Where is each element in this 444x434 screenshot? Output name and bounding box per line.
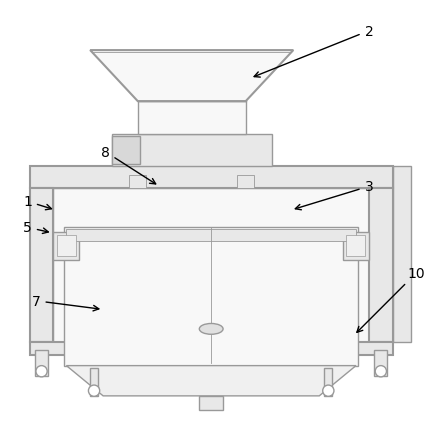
Bar [129, 175, 147, 189]
Text: 8: 8 [101, 145, 156, 184]
Polygon shape [67, 366, 356, 396]
Circle shape [36, 366, 47, 377]
Bar [53, 189, 369, 342]
Bar [346, 236, 365, 256]
Text: 2: 2 [254, 25, 373, 78]
Circle shape [323, 385, 334, 396]
Bar [369, 189, 393, 342]
Bar [30, 167, 393, 189]
Circle shape [375, 366, 386, 377]
Ellipse shape [199, 324, 223, 335]
Bar [112, 134, 272, 167]
Bar [374, 351, 387, 377]
Bar [138, 102, 246, 134]
Text: 1: 1 [23, 195, 52, 210]
Circle shape [88, 385, 100, 396]
Text: 7: 7 [32, 294, 99, 311]
Text: 10: 10 [357, 266, 425, 332]
Bar [343, 232, 369, 260]
Bar [325, 368, 332, 396]
Text: 5: 5 [23, 221, 48, 235]
Bar [90, 368, 98, 396]
Bar [67, 230, 356, 242]
Bar [237, 175, 254, 189]
Bar [57, 236, 76, 256]
Polygon shape [90, 51, 293, 102]
Text: 3: 3 [295, 180, 373, 210]
Bar [30, 189, 53, 342]
Bar [64, 228, 358, 366]
Bar [393, 167, 411, 342]
Bar [30, 342, 393, 355]
Bar [199, 396, 223, 410]
Bar [35, 351, 48, 377]
Bar [112, 136, 140, 164]
Bar [53, 232, 79, 260]
